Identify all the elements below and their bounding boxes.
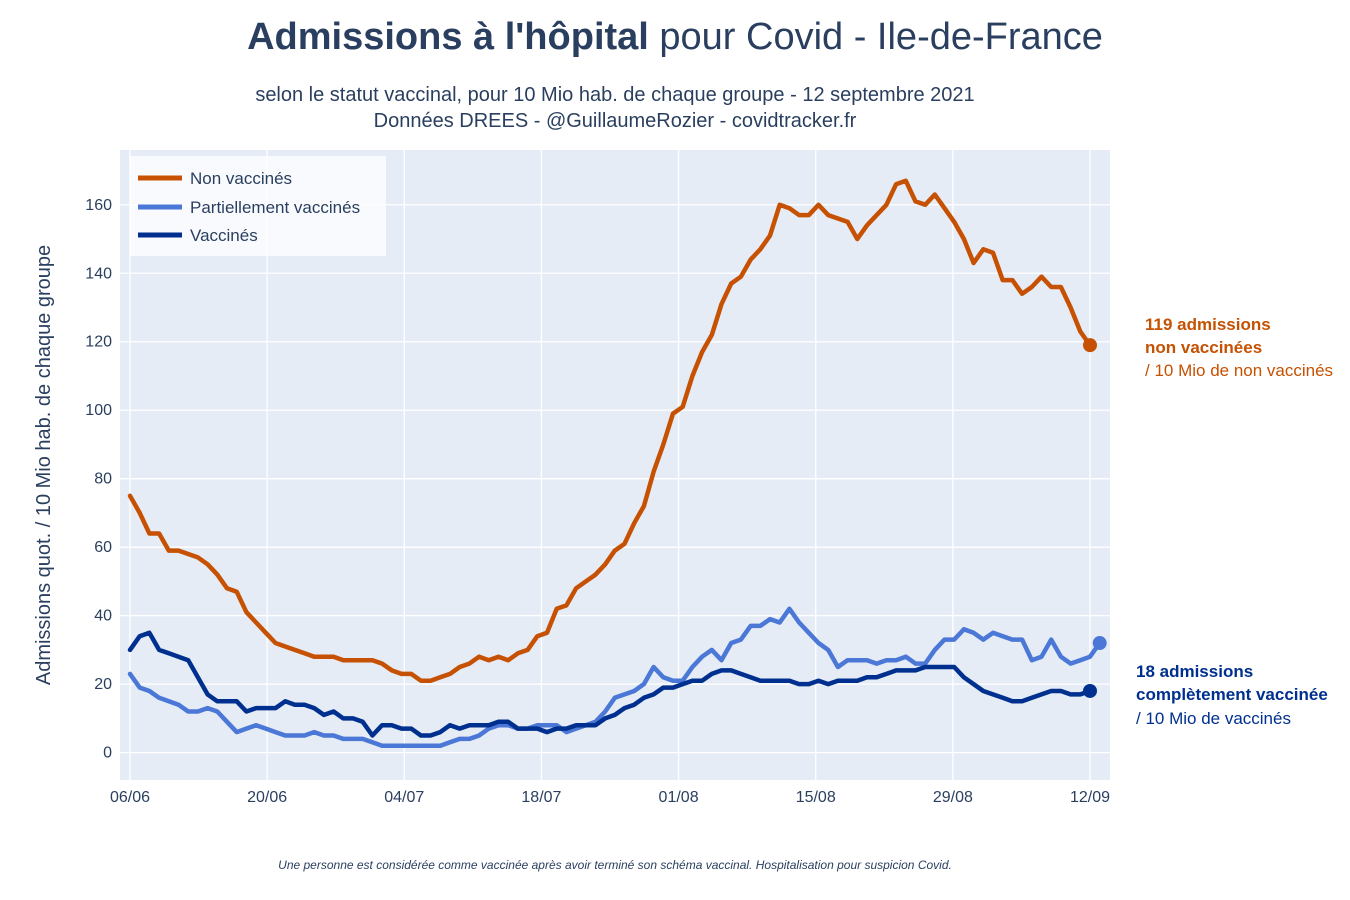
annotation-non-vaccines: 119 admissions non vaccinées / 10 Mio de…	[1145, 315, 1333, 380]
x-axis-ticks: 06/06 20/06 04/07 18/07 01/08 15/08 29/08 12/09	[110, 789, 1110, 806]
y-tick-label: 80	[94, 471, 112, 488]
legend-label-partiellement-vaccines: Partiellement vaccinés	[190, 198, 360, 217]
chart-title-rest: pour Covid - Ile-de-France	[648, 16, 1103, 58]
annotation-vaccines-line-1: 18 admissions	[1136, 662, 1253, 681]
x-tick-label: 15/08	[796, 789, 836, 806]
x-tick-label: 20/06	[247, 789, 287, 806]
y-tick-label: 120	[85, 334, 112, 351]
subtitle-line-2: Données DREES - @GuillaumeRozier - covid…	[373, 110, 857, 132]
series-lines	[127, 178, 1107, 749]
footnote: Une personne est considérée comme vaccin…	[278, 858, 952, 872]
y-axis-ticks: 0 20 40 60 80 100 120 140 160	[85, 197, 112, 762]
chart-subtitle: selon le statut vaccinal, pour 10 Mio ha…	[0, 82, 1230, 134]
grid	[120, 150, 1110, 780]
y-tick-label: 160	[85, 197, 112, 214]
y-tick-label: 100	[85, 402, 112, 419]
series-line-vaccines	[127, 630, 1093, 738]
end-marker-partiellement-vaccines	[1092, 636, 1107, 651]
annotation-non-vaccines-line-1: 119 admissions	[1145, 315, 1271, 334]
annotation-vaccines-line-2: complètement vaccinée	[1136, 685, 1328, 704]
y-axis-label: Admissions quot. / 10 Mio hab. de chaque…	[33, 245, 55, 685]
annotation-vaccines: 18 admissions complètement vaccinée / 10…	[1136, 662, 1328, 728]
legend[interactable]: Non vaccinés Partiellement vaccinés Vacc…	[130, 156, 386, 256]
y-tick-label: 40	[94, 608, 112, 625]
y-tick-label: 0	[103, 745, 112, 762]
x-tick-label: 29/08	[933, 789, 973, 806]
end-marker-non-vaccines	[1083, 338, 1097, 353]
y-tick-label: 20	[94, 676, 112, 693]
subtitle-line-1: selon le statut vaccinal, pour 10 Mio ha…	[255, 84, 975, 106]
annotation-non-vaccines-line-2: non vaccinées	[1145, 338, 1262, 357]
x-tick-label: 04/07	[384, 789, 424, 806]
chart-title-bold: Admissions à l'hôpital	[247, 16, 649, 58]
y-tick-label: 140	[85, 265, 112, 282]
x-tick-label: 01/08	[659, 789, 699, 806]
legend-label-non-vaccines: Non vaccinés	[190, 169, 292, 188]
series-line-non-vaccines	[127, 178, 1093, 683]
chart-title: Admissions à l'hôpital pour Covid - Ile-…	[0, 16, 1350, 59]
end-marker-vaccines	[1083, 683, 1097, 698]
legend-label-vaccines: Vaccinés	[190, 226, 258, 245]
x-tick-label: 06/06	[110, 789, 150, 806]
annotation-vaccines-line-3: / 10 Mio de vaccinés	[1136, 709, 1291, 728]
x-tick-label: 18/07	[521, 789, 561, 806]
annotation-non-vaccines-line-3: / 10 Mio de non vaccinés	[1145, 361, 1333, 380]
series-line-partiellement-vaccines	[127, 606, 1102, 749]
y-tick-label: 60	[94, 539, 112, 556]
x-tick-label: 12/09	[1070, 789, 1110, 806]
